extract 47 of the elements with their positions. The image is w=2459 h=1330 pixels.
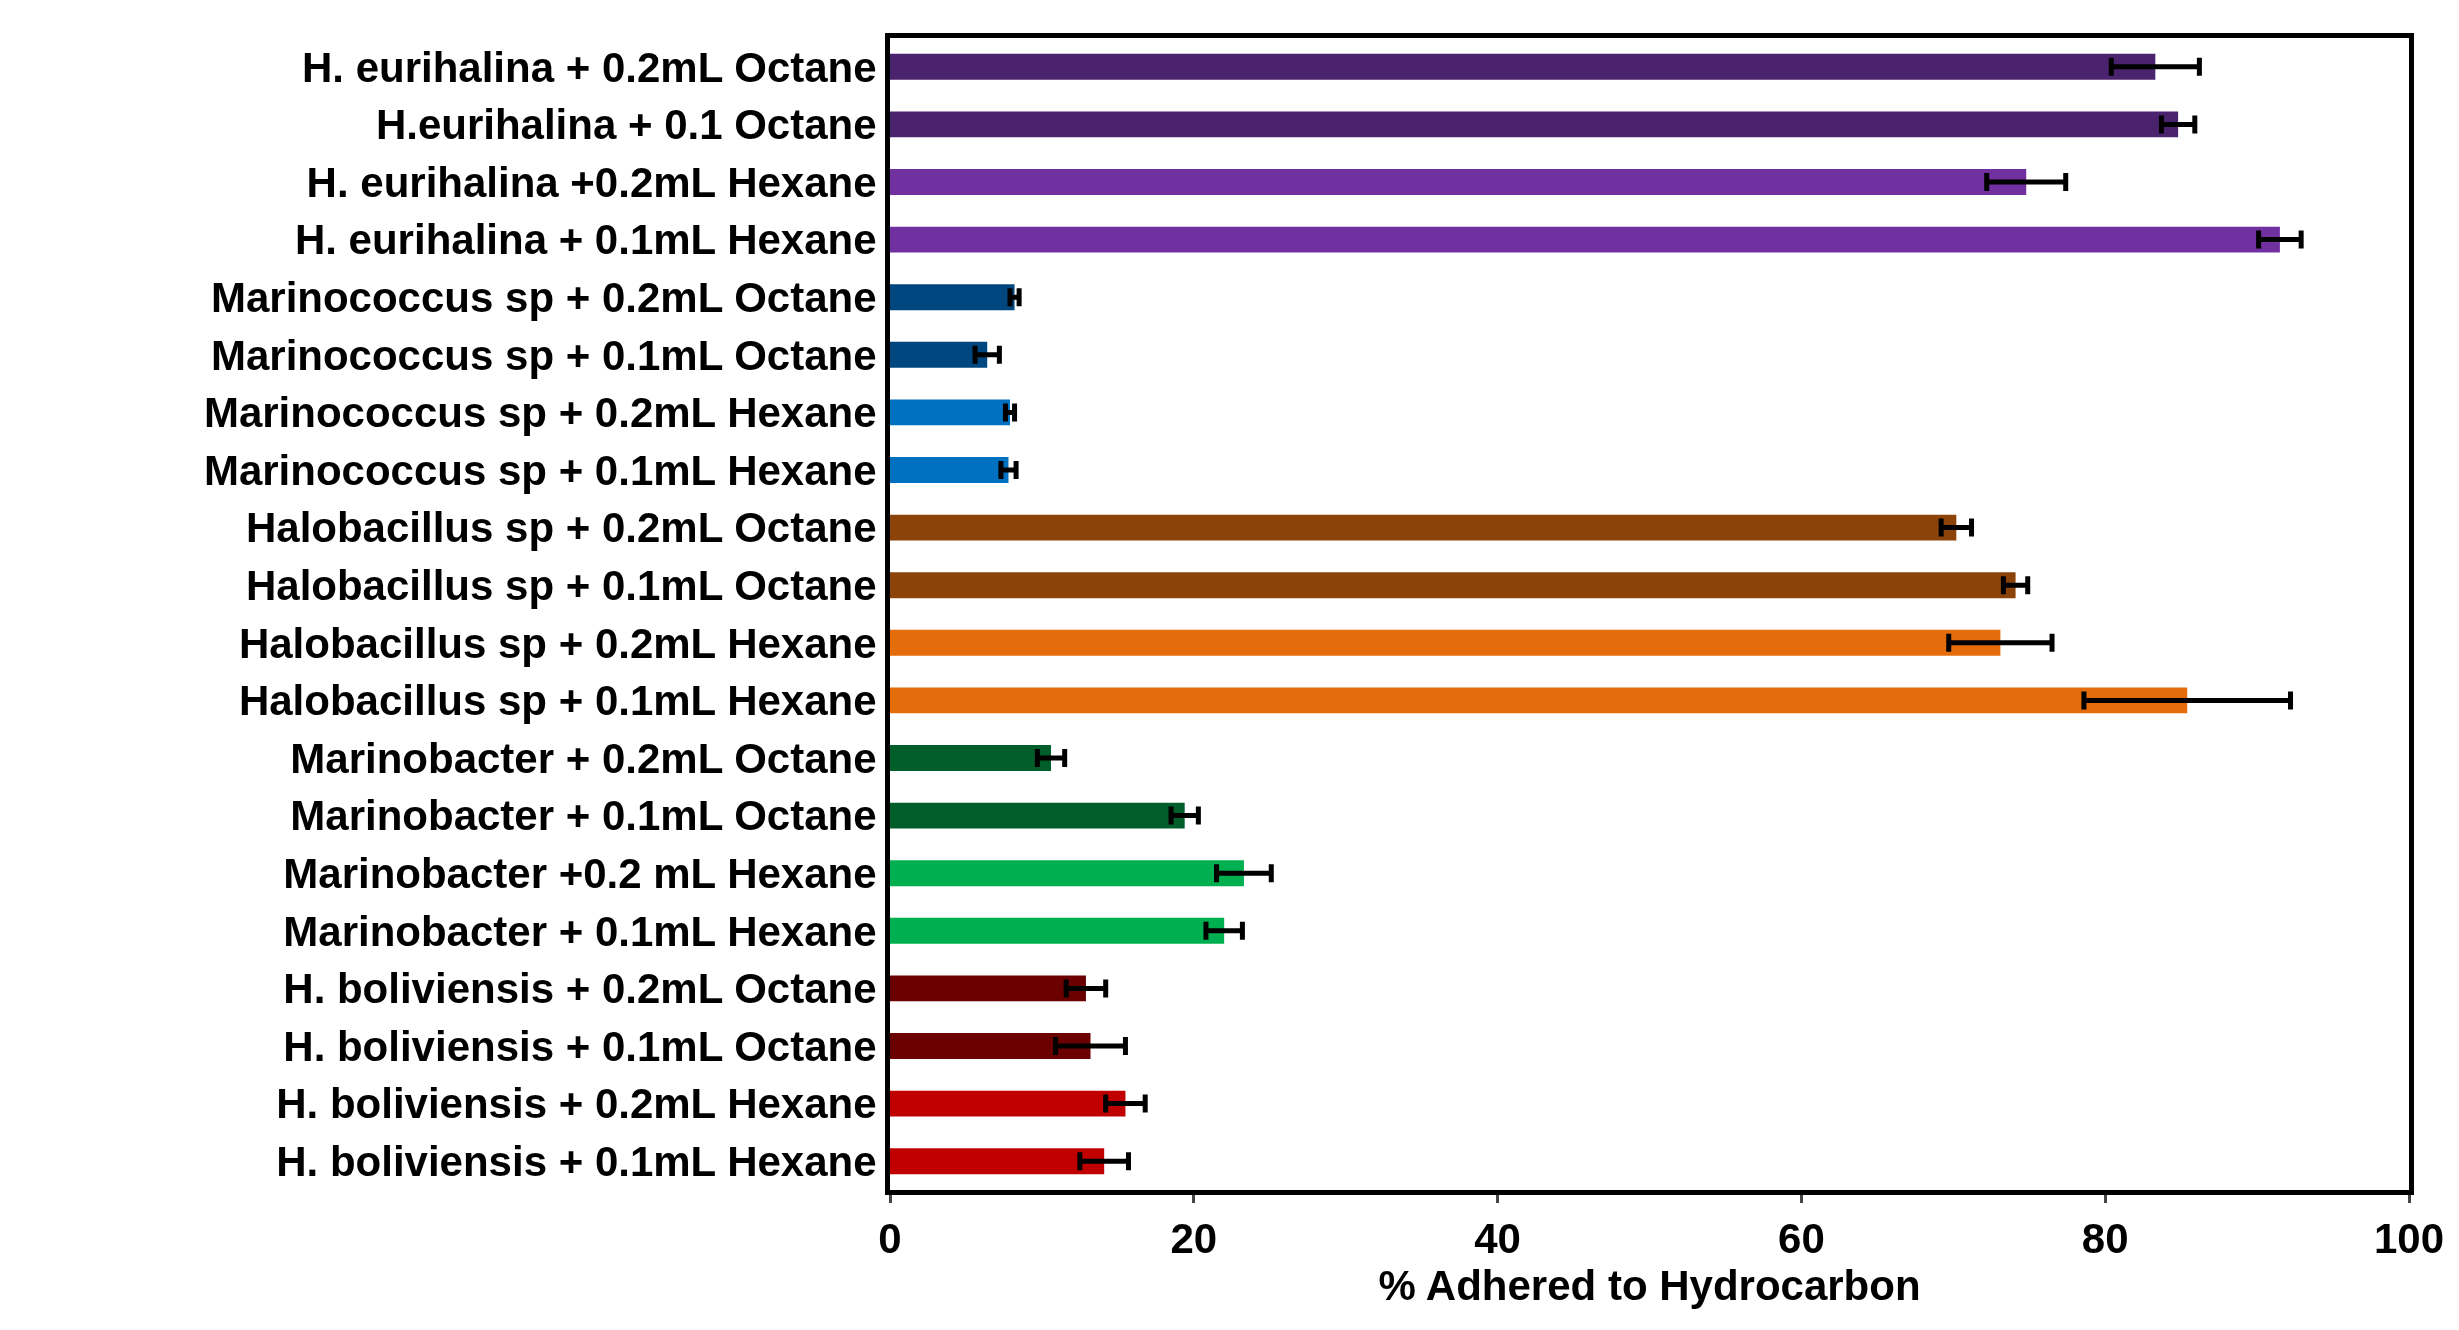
- y-tick-label: Halobacillus sp + 0.1mL Hexane: [238, 677, 877, 725]
- y-tick-label: H. eurihalina +0.2mL Hexane: [306, 158, 877, 206]
- bar: [890, 341, 988, 368]
- y-tick-label: H. eurihalina + 0.2mL Octane: [301, 43, 877, 91]
- bar: [890, 53, 2156, 80]
- y-tick-label: H. boliviensis + 0.2mL Hexane: [276, 1080, 877, 1128]
- y-tick-label: Marinobacter + 0.1mL Octane: [290, 792, 877, 840]
- bar: [890, 917, 1225, 944]
- bar: [890, 111, 2179, 138]
- bar: [890, 284, 1015, 311]
- bar: [890, 802, 1185, 829]
- x-tick-label: 60: [1778, 1215, 1825, 1263]
- x-tick-label: 40: [1474, 1215, 1521, 1263]
- y-tick-label: Halobacillus sp + 0.2mL Hexane: [238, 619, 877, 667]
- x-axis-title: % Adhered to Hydrocarbon: [1378, 1262, 1921, 1310]
- y-tick-label: Halobacillus sp + 0.2mL Octane: [245, 504, 877, 552]
- bar: [890, 745, 1052, 771]
- y-tick-label: Marinococcus sp + 0.1mL Octane: [210, 331, 877, 379]
- bar: [890, 975, 1086, 1002]
- y-tick-label: Marinococcus sp + 0.2mL Hexane: [203, 389, 877, 437]
- bar: [890, 1090, 1126, 1117]
- y-tick-label: H. eurihalina + 0.1mL Hexane: [294, 216, 877, 264]
- y-tick-label: Marinococcus sp + 0.1mL Hexane: [203, 446, 877, 494]
- bar: [890, 629, 2001, 656]
- y-tick-label: Marinococcus sp + 0.2mL Octane: [210, 273, 877, 321]
- bar: [890, 687, 2188, 714]
- y-tick-label: Halobacillus sp + 0.1mL Octane: [245, 561, 877, 609]
- bar: [890, 457, 1009, 483]
- y-tick-label: H. boliviensis + 0.1mL Hexane: [276, 1137, 877, 1185]
- x-tick-label: 0: [878, 1215, 902, 1263]
- y-tick-label: H. boliviensis + 0.2mL Octane: [283, 965, 877, 1013]
- bar: [890, 1148, 1105, 1175]
- y-tick-label: Marinobacter + 0.1mL Hexane: [283, 907, 877, 955]
- y-tick-label: Marinobacter +0.2 mL Hexane: [283, 849, 877, 897]
- bar: [890, 399, 1010, 426]
- y-tick-label: H.eurihalina + 0.1 Octane: [375, 101, 877, 149]
- bar: [890, 860, 1244, 887]
- x-tick-label: 20: [1170, 1215, 1218, 1263]
- bar: [890, 1033, 1091, 1059]
- x-tick-label: 80: [2081, 1215, 2129, 1263]
- y-tick-label: H. boliviensis + 0.1mL Octane: [283, 1022, 877, 1070]
- bar: [890, 169, 2027, 195]
- bar: [890, 572, 2016, 599]
- x-tick-label: 100: [2373, 1215, 2445, 1263]
- bar: [890, 226, 2280, 253]
- bar: [890, 514, 1957, 541]
- y-tick-label: Marinobacter + 0.2mL Octane: [290, 734, 877, 782]
